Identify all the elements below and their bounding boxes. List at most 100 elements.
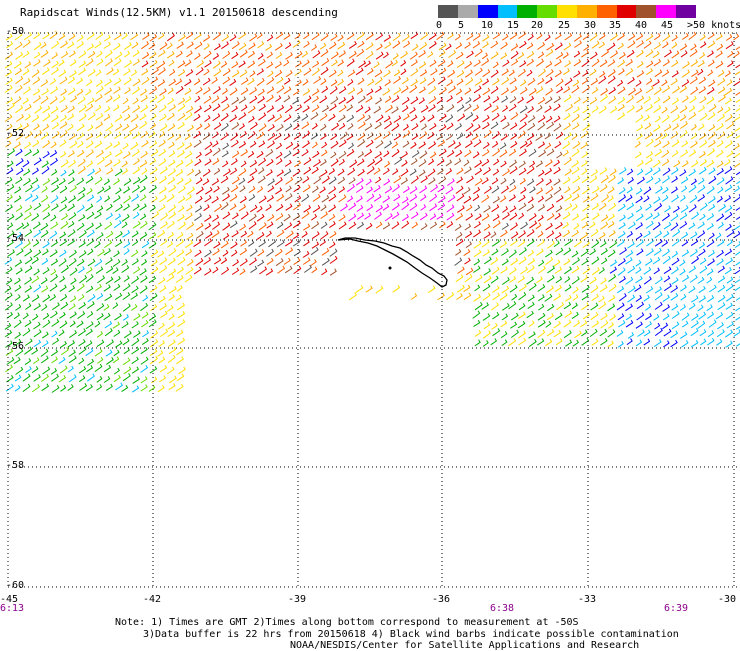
wind-barb xyxy=(195,159,201,166)
wind-barb xyxy=(527,265,534,273)
lon-label: -39 xyxy=(288,594,306,605)
wind-barb xyxy=(529,88,536,95)
wind-barb xyxy=(725,212,732,220)
wind-barb xyxy=(557,152,562,158)
wind-barb xyxy=(438,293,445,300)
wind-barb xyxy=(77,89,83,95)
wind-barb xyxy=(474,294,481,301)
wind-barb xyxy=(401,178,407,185)
wind-barb xyxy=(456,239,463,246)
wind-barb xyxy=(572,230,579,237)
wind-barb xyxy=(608,341,614,347)
wind-barb xyxy=(338,60,344,66)
wind-barb xyxy=(538,97,545,104)
wind-barb xyxy=(509,267,516,274)
wind-barb xyxy=(77,124,84,131)
wind-barb xyxy=(682,70,689,78)
wind-barb xyxy=(707,338,714,345)
wind-barb xyxy=(312,89,318,96)
wind-barb xyxy=(448,86,455,93)
wind-barb xyxy=(555,285,561,292)
wind-barb xyxy=(338,79,344,85)
wind-barb xyxy=(50,284,57,291)
wind-barb xyxy=(232,151,239,158)
wind-barb xyxy=(726,312,733,319)
wind-barb xyxy=(689,185,696,193)
wind-barb xyxy=(601,258,606,264)
wind-barb xyxy=(456,43,462,49)
wind-barb xyxy=(178,222,185,229)
wind-barb xyxy=(34,230,41,237)
wind-barb xyxy=(133,50,139,57)
wind-barb xyxy=(196,178,202,184)
wind-barb xyxy=(402,160,408,166)
wind-barb xyxy=(689,303,695,309)
wind-barb xyxy=(159,89,166,96)
wind-barb xyxy=(14,142,20,149)
wind-barb xyxy=(77,141,83,147)
wind-barb xyxy=(312,123,317,129)
wind-barb xyxy=(240,131,246,137)
wind-barb xyxy=(14,187,20,193)
wind-barb xyxy=(725,141,732,148)
wind-barb xyxy=(230,79,236,86)
wind-barb xyxy=(106,204,112,210)
wind-barb xyxy=(626,68,633,75)
wind-barb xyxy=(250,87,257,94)
wind-barb xyxy=(555,59,562,66)
wind-barb xyxy=(645,259,652,266)
wind-barb xyxy=(374,185,380,192)
wind-barb xyxy=(239,168,246,175)
wind-barb xyxy=(349,41,356,48)
wind-barb xyxy=(537,42,544,49)
wind-barb xyxy=(663,231,668,237)
wind-barb xyxy=(133,377,140,384)
wind-barb xyxy=(221,123,228,131)
wind-barb xyxy=(96,223,102,229)
wind-barb xyxy=(547,122,554,129)
wind-barb xyxy=(151,377,156,383)
wind-barb xyxy=(563,68,569,74)
wind-barb xyxy=(591,229,598,237)
wind-barb xyxy=(96,80,102,87)
wind-barb xyxy=(140,114,146,120)
wind-barb xyxy=(376,52,383,59)
wind-barb xyxy=(230,35,236,41)
wind-barb xyxy=(34,303,40,310)
wind-barb xyxy=(132,367,138,374)
wind-barb xyxy=(177,42,184,49)
wind-barb xyxy=(474,259,480,265)
wind-barb xyxy=(286,204,292,211)
wind-barb xyxy=(483,167,490,174)
wind-barb xyxy=(410,195,417,202)
wind-barb xyxy=(230,168,236,175)
wind-barb xyxy=(105,160,112,167)
wind-barb xyxy=(357,49,364,57)
wind-barb xyxy=(205,250,212,257)
wind-barb xyxy=(538,215,543,221)
wind-barb xyxy=(33,59,40,66)
wind-barb xyxy=(322,58,329,65)
wind-barb xyxy=(160,42,167,49)
wind-barb xyxy=(223,69,230,76)
wind-barb xyxy=(689,286,695,293)
wind-barb xyxy=(16,114,23,121)
wind-barb xyxy=(159,376,165,383)
wind-barb xyxy=(671,187,677,194)
time-label: 6:13 xyxy=(0,603,24,614)
wind-barb xyxy=(592,59,599,67)
wind-barb xyxy=(258,176,265,183)
wind-barb xyxy=(402,221,409,229)
wind-barb xyxy=(718,222,723,228)
wind-barb xyxy=(457,285,464,292)
wind-barb xyxy=(33,77,40,84)
wind-barb xyxy=(203,87,210,94)
wind-barb xyxy=(446,187,453,194)
wind-barb xyxy=(483,42,489,48)
wind-barb xyxy=(107,68,114,75)
wind-barb xyxy=(637,134,642,140)
wind-barb xyxy=(475,178,482,185)
wind-barb xyxy=(221,97,227,103)
wind-barb xyxy=(88,51,94,58)
wind-barb xyxy=(196,87,202,94)
